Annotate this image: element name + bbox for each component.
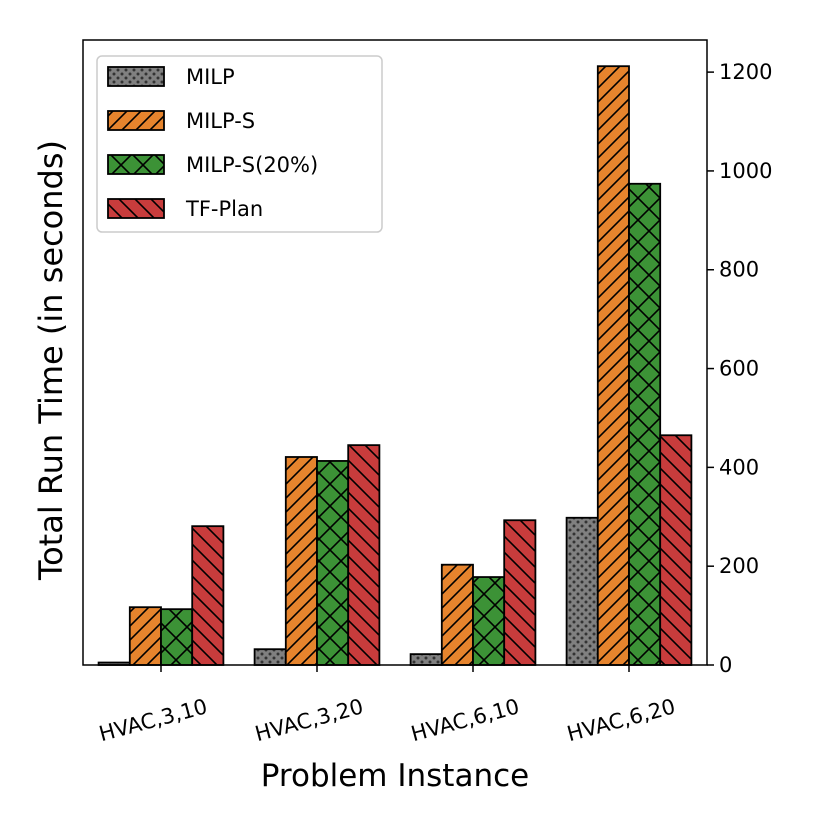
x-axis: HVAC,3,10 HVAC,3,20 HVAC,6,10 HVAC,6,20 — [97, 665, 678, 746]
bar-milp-s-hvac-6-20 — [596, 65, 630, 666]
legend: MILP MILP-S MILP-S(20%) TF-Plan — [96, 55, 383, 233]
y-tick-label: 1200 — [719, 60, 772, 84]
bar-milp-s-hvac-6-10 — [440, 563, 474, 666]
bar-milp-s-20-hvac-6-20 — [628, 182, 662, 666]
bar-milp-s-hvac-3-10 — [128, 606, 162, 666]
y-axis-right: 0 200 400 600 800 1000 1200 — [707, 60, 772, 677]
y-tick-label: 1000 — [719, 159, 772, 183]
bar-milp-s-hvac-3-20 — [284, 456, 318, 666]
bar-tf-plan-hvac-6-10 — [503, 519, 537, 666]
bar-tf-plan-hvac-6-20 — [659, 434, 693, 666]
bar-tf-plan-hvac-3-20 — [347, 444, 381, 666]
bar-milp-s-20-hvac-6-10 — [472, 576, 506, 666]
bar-milp-hvac-3-20 — [253, 648, 287, 666]
x-tick-label: HVAC,3,20 — [253, 694, 366, 746]
legend-swatch-milp-s-20 — [107, 154, 165, 175]
x-tick-label: HVAC,6,10 — [409, 694, 522, 746]
bar-milp-hvac-6-10 — [409, 653, 443, 666]
y-tick-label: 600 — [719, 357, 759, 381]
legend-label-milp-s-20: MILP-S(20%) — [186, 153, 318, 177]
y-tick-label: 0 — [719, 653, 732, 677]
x-tick-label: HVAC,6,20 — [565, 694, 678, 746]
legend-label-milp-s: MILP-S — [186, 109, 255, 133]
y-tick-label: 800 — [719, 258, 759, 282]
y-axis-title: Total Run Time (in seconds) — [32, 140, 70, 581]
bar-milp-s-20-hvac-3-10 — [160, 608, 194, 666]
bar-milp-hvac-6-20 — [565, 516, 599, 666]
y-tick-label: 400 — [719, 455, 759, 479]
y-tick-label: 200 — [719, 554, 759, 578]
bar-tf-plan-hvac-3-10 — [191, 525, 225, 666]
legend-swatch-milp-s — [107, 110, 165, 131]
legend-label-milp: MILP — [186, 65, 235, 89]
legend-swatch-tf-plan — [107, 198, 165, 219]
plot-frame — [82, 39, 708, 666]
legend-frame — [96, 55, 383, 233]
x-axis-title: Problem Instance — [261, 758, 529, 794]
x-tick-label: HVAC,3,10 — [97, 694, 210, 746]
legend-label-tf-plan: TF-Plan — [185, 197, 263, 221]
bar-milp-s-20-hvac-3-20 — [316, 460, 350, 666]
legend-swatch-milp — [107, 66, 165, 87]
